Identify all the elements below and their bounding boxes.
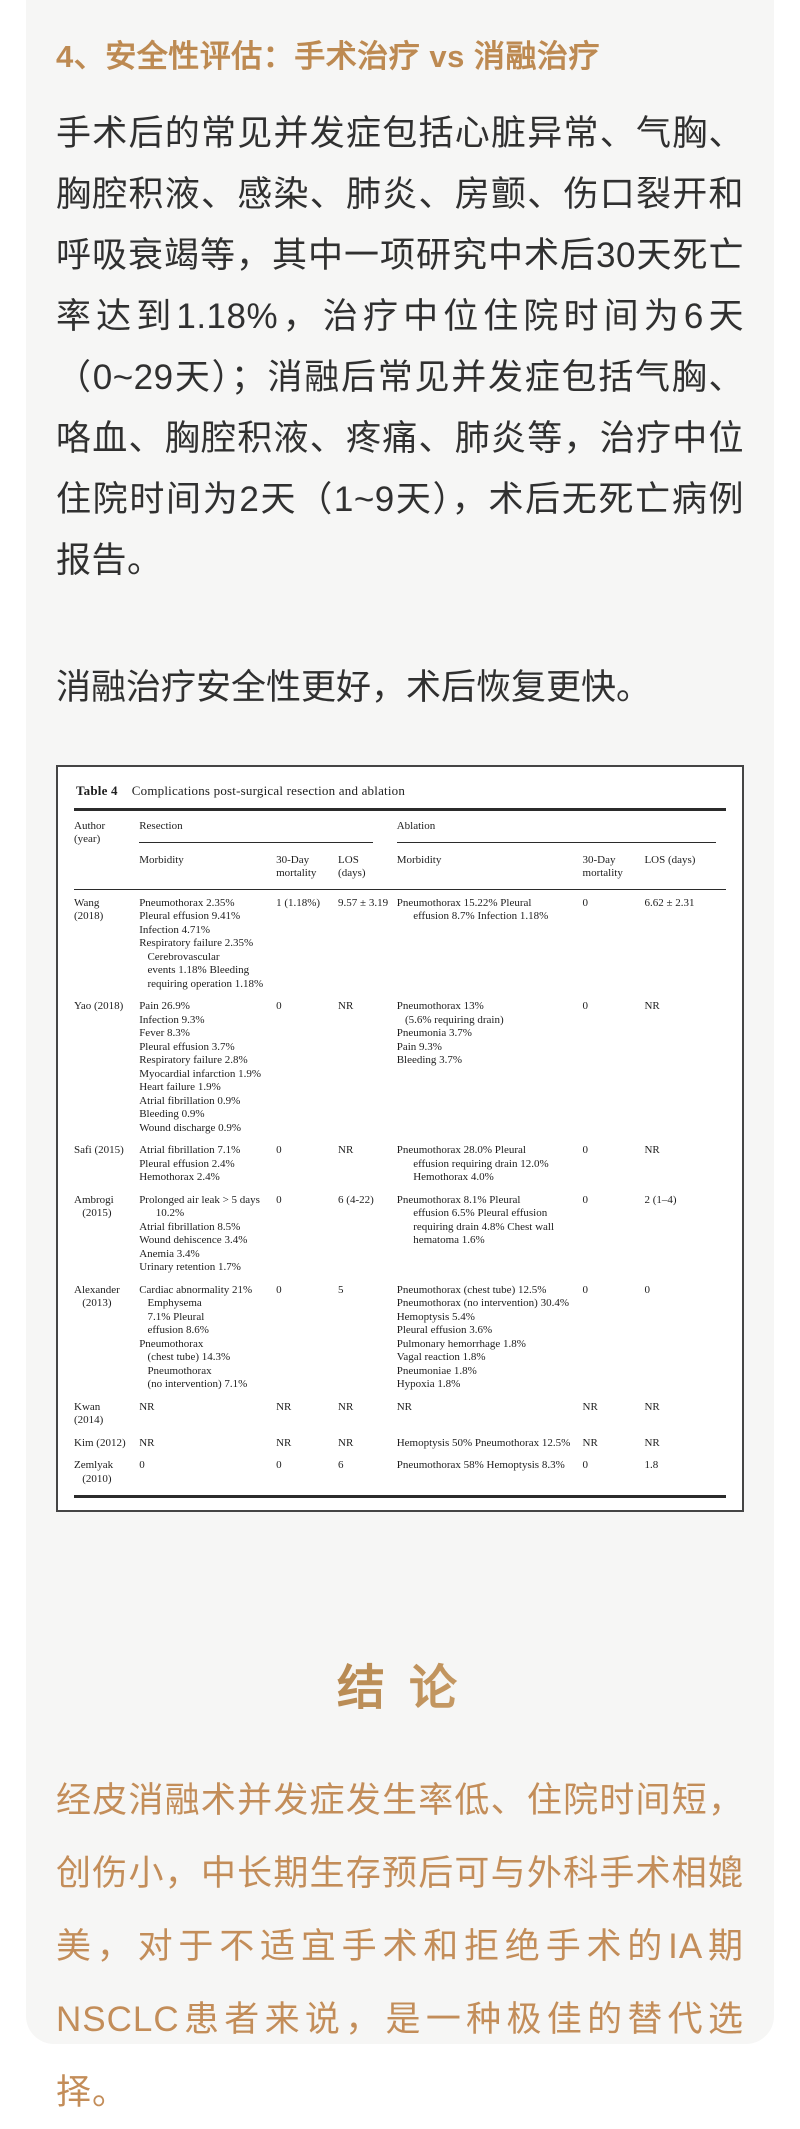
table-row-alexander-2013: Alexander (2013) Cardiac abnormality 21%… xyxy=(74,1277,726,1394)
resection-los-cell: NR xyxy=(338,1000,354,1013)
safety-paragraph: 手术后的常见并发症包括心脏异常、气胸、胸腔积液、感染、肺炎、房颤、伤口裂开和呼吸… xyxy=(56,113,744,580)
resection-mortality-cell: NR xyxy=(276,1436,292,1449)
resection-mortality-cell: 0 xyxy=(276,1283,282,1296)
resection-los-cell: 9.57 ± 3.19 xyxy=(338,896,389,909)
ablation-morbidity-cell: Pneumothorax 58% Hemoptysis 8.3% xyxy=(396,1459,565,1472)
ablation-mortality-cell: NR xyxy=(582,1436,598,1449)
ablation-los-header: LOS (days) xyxy=(644,846,726,890)
ablation-los-cell: NR xyxy=(644,1144,660,1157)
ablation-morbidity-cell: Pneumothorax (chest tube) 12.5% Pneumoth… xyxy=(396,1283,570,1391)
resection-morbidity-cell: 0 xyxy=(139,1459,145,1472)
author-col-header: Author (year) xyxy=(74,819,106,846)
author-cell: Kwan (2014) xyxy=(74,1400,104,1427)
table-row-yao-2018: Yao (2018) Pain 26.9% Infection 9.3% Fev… xyxy=(74,993,726,1137)
ablation-morbidity-cell: Pneumothorax 15.22% Pleural effusion 8.7… xyxy=(396,896,549,923)
resection-mortality-cell: 0 xyxy=(276,1193,282,1206)
resection-mortality-cell: NR xyxy=(276,1400,292,1413)
author-cell: Zemlyak (2010) xyxy=(74,1459,114,1485)
table-caption-label: Table 4 xyxy=(76,782,118,798)
ablation-mortality-cell: 0 xyxy=(582,896,589,909)
table-group-header-row: Author (year) Resection Ablation xyxy=(74,811,726,847)
ablation-group-label: Ablation xyxy=(396,820,716,844)
table-row-kim-2012: Kim (2012) NR NR NR Hemoptysis 50% Pneum… xyxy=(74,1430,726,1453)
article-content: 4、安全性评估：手术治疗 vs 消融治疗 手术后的常见并发症包括心脏异常、气胸、… xyxy=(26,38,774,2129)
table-subheader-row: Morbidity 30-Day mortality LOS (days) Mo… xyxy=(74,846,726,890)
ablation-los-cell: NR xyxy=(644,1000,660,1013)
ablation-los-cell: 0 xyxy=(644,1283,650,1296)
table-row-ambrogi-2015: Ambrogi (2015) Prolonged air leak > 5 da… xyxy=(74,1187,726,1277)
conclusion-heading: 结 论 xyxy=(56,1648,744,1718)
ablation-mortality-cell: NR xyxy=(582,1400,598,1413)
resection-morbidity-cell: NR xyxy=(139,1436,155,1449)
section-heading: 4、安全性评估：手术治疗 vs 消融治疗 xyxy=(56,39,600,74)
ablation-morbidity-header: Morbidity xyxy=(396,846,583,890)
resection-los-cell: 5 xyxy=(338,1283,344,1296)
resection-morbidity-cell: NR xyxy=(139,1400,155,1413)
author-cell: Ambrogi (2015) xyxy=(74,1193,114,1220)
author-cell: Alexander (2013) xyxy=(74,1283,120,1310)
ablation-mortality-cell: 0 xyxy=(582,1459,589,1472)
resection-morbidity-cell: Cardiac abnormality 21% Emphysema 7.1% P… xyxy=(139,1283,253,1391)
resection-morbidity-cell: Atrial fibrillation 7.1% Pleural effusio… xyxy=(139,1144,241,1184)
resection-los-cell: NR xyxy=(338,1144,354,1157)
resection-los-header: LOS (days) xyxy=(338,846,397,890)
resection-group-header: Resection xyxy=(139,811,397,847)
ablation-morbidity-cell: Hemoptysis 50% Pneumothorax 12.5% xyxy=(396,1436,571,1449)
author-cell: Kim (2012) xyxy=(74,1436,126,1449)
table-row-safi-2015: Safi (2015) Atrial fibrillation 7.1% Ple… xyxy=(74,1137,726,1187)
article-card: 4、安全性评估：手术治疗 vs 消融治疗 手术后的常见并发症包括心脏异常、气胸、… xyxy=(26,0,774,2112)
resection-morbidity-cell: Pain 26.9% Infection 9.3% Fever 8.3% Ple… xyxy=(139,1000,262,1134)
table-figure: Table 4 Complications post-surgical resec… xyxy=(56,764,744,1513)
ablation-mortality-cell: 0 xyxy=(582,1193,589,1206)
resection-los-cell: NR xyxy=(338,1436,354,1449)
resection-mortality-header: 30-Day mortality xyxy=(276,846,339,890)
ablation-group-header: Ablation xyxy=(396,811,726,847)
table-caption-text: Complications post-surgical resection an… xyxy=(131,782,406,798)
resection-mortality-cell: 0 xyxy=(276,1000,282,1013)
ablation-morbidity-cell: Pneumothorax 28.0% Pleural effusion requ… xyxy=(396,1144,549,1184)
resection-los-cell: 6 (4-22) xyxy=(338,1193,374,1206)
resection-mortality-cell: 0 xyxy=(276,1144,282,1157)
resection-morbidity-header: Morbidity xyxy=(139,846,277,890)
author-cell: Wang (2018) xyxy=(74,896,104,923)
resection-los-cell: NR xyxy=(338,1400,354,1413)
table-row-kwan-2014: Kwan (2014) NR NR NR NR NR NR xyxy=(74,1394,726,1430)
ablation-los-cell: NR xyxy=(644,1400,660,1413)
ablation-los-cell: 2 (1–4) xyxy=(644,1193,677,1206)
ablation-los-cell: 6.62 ± 2.31 xyxy=(644,896,695,909)
ablation-morbidity-cell: Pneumothorax 8.1% Pleural effusion 6.5% … xyxy=(396,1193,555,1247)
ablation-los-cell: NR xyxy=(644,1436,660,1449)
ablation-mortality-cell: 0 xyxy=(582,1000,589,1013)
resection-morbidity-cell: Prolonged air leak > 5 days 10.2% Atrial… xyxy=(139,1193,260,1274)
safety-summary-paragraph: 消融治疗安全性更好，术后恢复更快。 xyxy=(56,667,652,707)
table-row-zemlyak-2010: Zemlyak (2010) 0 0 6 Pneumothorax 58% He… xyxy=(74,1452,726,1497)
ablation-morbidity-cell: NR xyxy=(396,1400,412,1413)
empty-header-cell xyxy=(74,846,140,890)
author-cell: Yao (2018) xyxy=(74,1000,124,1013)
resection-mortality-cell: 1 (1.18%) xyxy=(276,896,321,909)
ablation-los-cell: 1.8 xyxy=(644,1459,659,1472)
resection-mortality-cell: 0 xyxy=(276,1459,282,1472)
ablation-mortality-cell: 0 xyxy=(582,1283,589,1296)
resection-morbidity-cell: Pneumothorax 2.35% Pleural effusion 9.41… xyxy=(139,896,264,990)
complications-table: Author (year) Resection Ablation Morbidi… xyxy=(74,811,726,1499)
author-cell: Safi (2015) xyxy=(74,1144,124,1157)
resection-los-cell: 6 xyxy=(338,1459,344,1472)
ablation-morbidity-cell: Pneumothorax 13% (5.6% requiring drain) … xyxy=(396,1000,504,1067)
table-caption: Table 4 Complications post-surgical resec… xyxy=(74,775,726,811)
ablation-mortality-cell: 0 xyxy=(582,1144,589,1157)
resection-group-label: Resection xyxy=(139,820,373,844)
ablation-mortality-header: 30-Day mortality xyxy=(582,846,645,890)
table-row-wang-2018: Wang (2018) Pneumothorax 2.35% Pleural e… xyxy=(74,889,726,993)
conclusion-paragraph: 经皮消融术并发症发生率低、住院时间短，创伤小，中长期生存预后可与外科手术相媲美，… xyxy=(56,1781,744,2113)
